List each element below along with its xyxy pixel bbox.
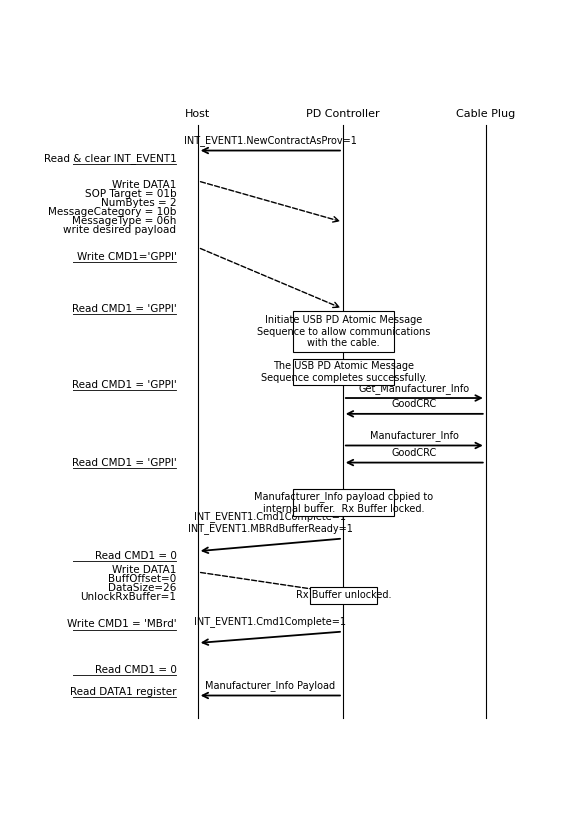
Text: Read CMD1 = 'GPPI': Read CMD1 = 'GPPI': [72, 380, 177, 390]
Text: Cable Plug: Cable Plug: [456, 109, 515, 119]
Text: UnlockRxBuffer=1: UnlockRxBuffer=1: [81, 592, 177, 602]
Text: PD Controller: PD Controller: [306, 109, 380, 119]
FancyBboxPatch shape: [294, 489, 394, 515]
Text: Manufacturer_Info: Manufacturer_Info: [370, 430, 459, 441]
Text: Get_Manufacturer_Info: Get_Manufacturer_Info: [359, 383, 470, 394]
Text: Manufacturer_Info Payload: Manufacturer_Info Payload: [205, 680, 335, 691]
FancyBboxPatch shape: [310, 587, 377, 603]
Text: The USB PD Atomic Message
Sequence completes successfully.: The USB PD Atomic Message Sequence compl…: [261, 362, 427, 383]
Text: Read & clear INT_EVENT1: Read & clear INT_EVENT1: [44, 154, 177, 164]
Text: Write DATA1: Write DATA1: [112, 566, 177, 575]
Text: MessageType = 06h: MessageType = 06h: [72, 216, 177, 226]
FancyBboxPatch shape: [294, 311, 394, 352]
Text: Read CMD1 = 'GPPI': Read CMD1 = 'GPPI': [72, 304, 177, 314]
Text: GoodCRC: GoodCRC: [392, 448, 437, 458]
Text: Host: Host: [185, 109, 211, 119]
Text: Read CMD1 = 0: Read CMD1 = 0: [95, 551, 177, 561]
Text: Write CMD1 = 'MBrd': Write CMD1 = 'MBrd': [67, 619, 177, 629]
Text: Write DATA1: Write DATA1: [112, 180, 177, 191]
Text: Read CMD1 = 0: Read CMD1 = 0: [95, 664, 177, 675]
Text: Read CMD1 = 'GPPI': Read CMD1 = 'GPPI': [72, 458, 177, 468]
Text: GoodCRC: GoodCRC: [392, 399, 437, 409]
Text: DataSize=26: DataSize=26: [108, 583, 177, 593]
Text: INT_EVENT1.Cmd1Complete=1: INT_EVENT1.Cmd1Complete=1: [194, 616, 346, 627]
FancyBboxPatch shape: [294, 359, 394, 385]
Text: write desired payload: write desired payload: [64, 224, 177, 234]
Text: INT_EVENT1.NewContractAsProv=1: INT_EVENT1.NewContractAsProv=1: [184, 135, 357, 146]
Text: Read DATA1 register: Read DATA1 register: [70, 686, 177, 697]
Text: NumBytes = 2: NumBytes = 2: [101, 198, 177, 208]
Text: Manufacturer_Info payload copied to
internal buffer.  Rx Buffer locked.: Manufacturer_Info payload copied to inte…: [254, 492, 433, 514]
Text: INT_EVENT1.Cmd1Complete=1
INT_EVENT1.MBRdBufferReady=1: INT_EVENT1.Cmd1Complete=1 INT_EVENT1.MBR…: [188, 510, 353, 534]
Text: Rx Buffer unlocked.: Rx Buffer unlocked.: [296, 590, 391, 601]
Text: SOP Target = 01b: SOP Target = 01b: [85, 189, 177, 199]
Text: BuffOffset=0: BuffOffset=0: [108, 574, 177, 584]
Text: Initiate USB PD Atomic Message
Sequence to allow communications
with the cable.: Initiate USB PD Atomic Message Sequence …: [257, 315, 431, 349]
Text: MessageCategory = 10b: MessageCategory = 10b: [48, 207, 177, 217]
Text: Write CMD1='GPPI': Write CMD1='GPPI': [77, 252, 177, 262]
